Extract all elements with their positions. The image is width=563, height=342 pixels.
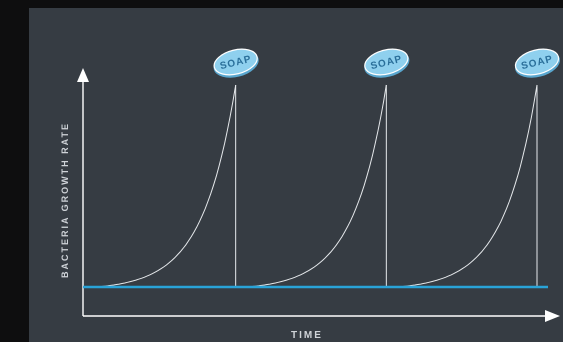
soap-bar-icon: SOAP: [213, 48, 259, 78]
growth-curve-2: [247, 84, 387, 288]
chart-panel: [29, 8, 563, 342]
growth-curve-3: [398, 84, 538, 288]
soap-bar-icon: SOAP: [364, 48, 410, 78]
x-axis-label: TIME: [291, 330, 323, 341]
chart-marks: SOAP SOAP SOAP: [77, 48, 561, 322]
growth-curve-1: [97, 84, 237, 288]
y-axis-arrowhead: [77, 68, 89, 82]
soap-bar: [213, 48, 258, 76]
x-axis-arrowhead: [545, 310, 560, 322]
soap-bar: [514, 48, 560, 76]
soap-bar-icon: SOAP: [514, 48, 561, 78]
y-axis-label: BACTERIA GROWTH RATE: [60, 122, 70, 278]
soap-bar: [364, 48, 409, 76]
